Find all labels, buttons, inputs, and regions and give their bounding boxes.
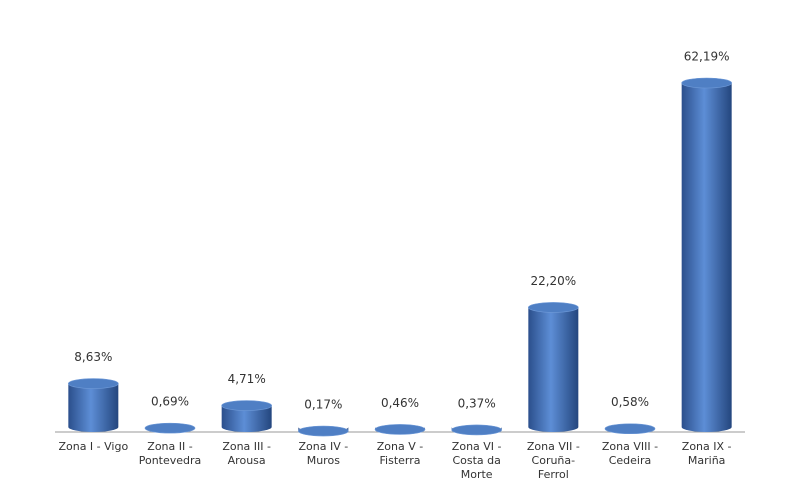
bar bbox=[374, 424, 426, 435]
value-label: 0,46% bbox=[381, 396, 419, 410]
bar-body bbox=[681, 83, 732, 432]
value-label: 0,69% bbox=[151, 395, 189, 409]
value-label: 0,58% bbox=[611, 395, 649, 409]
bar-cap bbox=[298, 425, 349, 437]
x-tick-label: Zona IV - Muros bbox=[298, 440, 349, 467]
x-tick-label: Zona VIII - Cedeira bbox=[601, 440, 659, 467]
bar bbox=[68, 378, 119, 432]
value-label: 62,19% bbox=[684, 50, 730, 64]
bar bbox=[681, 77, 732, 432]
bar-cap bbox=[451, 424, 502, 436]
bar-body bbox=[68, 383, 119, 432]
value-label: 4,71% bbox=[228, 372, 266, 386]
bar-cap bbox=[604, 423, 656, 435]
bar bbox=[144, 422, 196, 434]
bar-body bbox=[528, 307, 579, 432]
bar-cap bbox=[681, 77, 732, 89]
bar-body bbox=[221, 405, 272, 432]
bar bbox=[221, 400, 272, 432]
x-tick-label: Zona V - Fisterra bbox=[376, 440, 424, 467]
bar bbox=[528, 302, 579, 432]
x-tick-label: Zona I - Vigo bbox=[58, 440, 129, 453]
x-tick-label: Zona VI - Costa da Morte bbox=[451, 440, 502, 481]
x-tick-label: Zona III - Arousa bbox=[222, 440, 271, 467]
x-tick-label: Zona IX - Mariña bbox=[681, 440, 732, 467]
bar-cap bbox=[68, 378, 119, 389]
bar-cap bbox=[374, 424, 426, 435]
value-label: 22,20% bbox=[530, 274, 576, 288]
bar-cap bbox=[144, 422, 196, 434]
value-label: 8,63% bbox=[74, 350, 112, 364]
bar-cap bbox=[528, 302, 579, 313]
bar bbox=[451, 424, 502, 436]
bar-cap bbox=[221, 400, 272, 411]
x-tick-label: Zona II - Pontevedra bbox=[138, 440, 202, 467]
bar bbox=[604, 423, 656, 435]
value-label: 0,17% bbox=[304, 398, 342, 412]
bar bbox=[298, 425, 349, 437]
x-tick-label: Zona VII - Coruña-Ferrol bbox=[526, 440, 580, 481]
value-label: 0,37% bbox=[458, 396, 496, 410]
